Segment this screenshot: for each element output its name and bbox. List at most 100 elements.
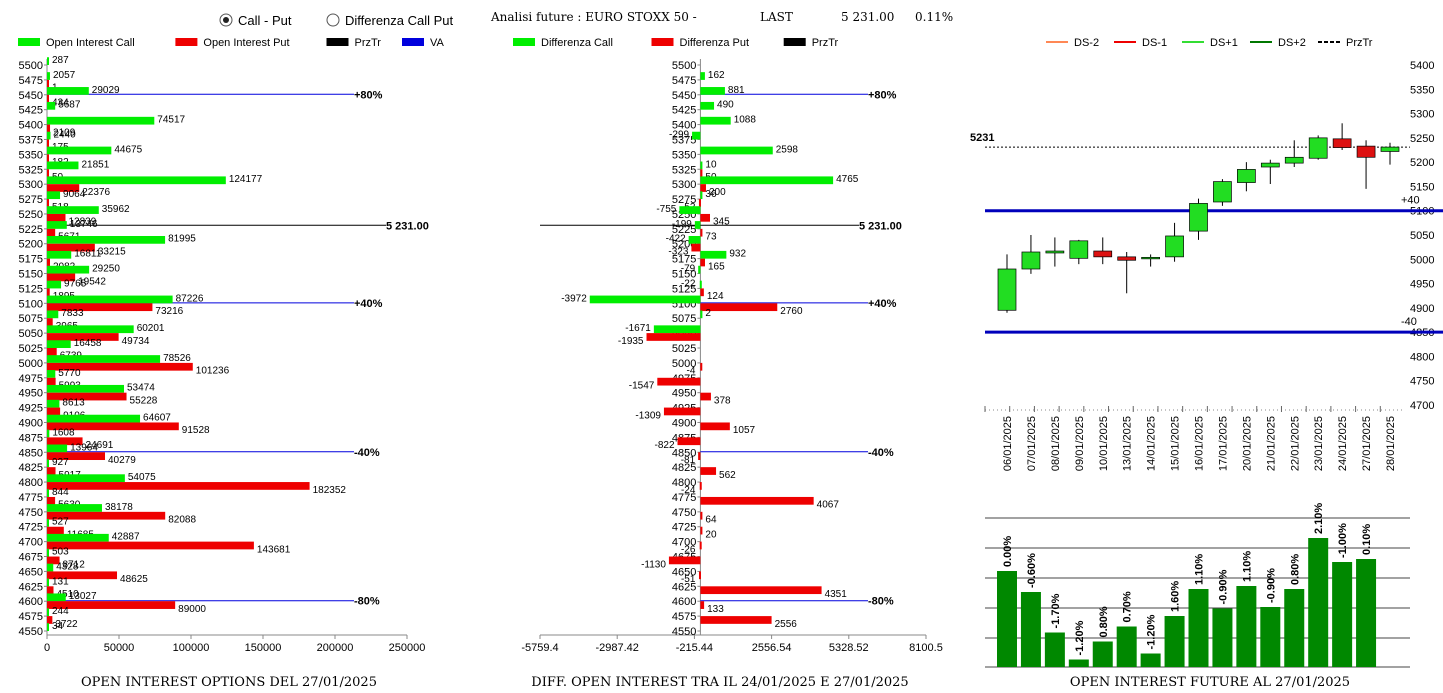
call-bar (47, 206, 99, 214)
call-value-label: 21851 (81, 159, 109, 170)
put-value-label: 133 (707, 604, 724, 615)
put-bar (668, 556, 701, 565)
put-bar (47, 392, 127, 401)
call-bar (47, 504, 102, 512)
strike-label: 5400 (19, 120, 43, 132)
x-tick-label: 5328.52 (829, 642, 869, 654)
call-value-label: 8613 (62, 398, 85, 409)
change-label: 0.80% (1289, 554, 1301, 585)
put-bar (677, 437, 701, 446)
put-bar (700, 467, 717, 475)
date-label: 14/01/2025 (1146, 416, 1158, 471)
date-label: 13/01/2025 (1122, 416, 1134, 471)
date-label: 16/01/2025 (1194, 416, 1206, 471)
x-tick-label: 2556.54 (752, 642, 792, 654)
change-bar (1332, 562, 1353, 667)
put-bar (47, 213, 66, 222)
call-value-label: -422 (666, 234, 686, 245)
strike-label: 5175 (672, 254, 696, 266)
strike-label: 4850 (672, 447, 696, 459)
candle-body (1260, 162, 1280, 168)
strike-label: 4700 (672, 537, 696, 549)
call-value-label: 29029 (92, 85, 120, 96)
y-tick-label: 5200 (1410, 157, 1434, 169)
candle-body (1069, 240, 1089, 259)
va-label: -80% (868, 596, 894, 608)
put-bar (47, 526, 64, 535)
legend-label: DS+2 (1278, 37, 1306, 49)
call-value-label: 36 (705, 189, 717, 200)
candle-body (1165, 235, 1184, 258)
call-bar (47, 116, 155, 125)
radio-diff[interactable] (326, 13, 340, 27)
price-label: 5 231.00 (386, 220, 429, 232)
put-bar (47, 169, 49, 178)
put-bar (700, 228, 703, 237)
put-bar (47, 124, 51, 133)
put-value-label: 8712 (63, 559, 86, 570)
change-label: 1.10% (1194, 554, 1206, 585)
change-bar (1020, 592, 1041, 667)
strike-label: 5475 (672, 75, 696, 87)
date-label: 28/01/2025 (1385, 416, 1397, 471)
put-bar (47, 541, 254, 550)
call-bar (700, 310, 703, 319)
candle-body (1189, 203, 1208, 232)
strike-label: 5300 (672, 179, 696, 191)
call-value-label: -22 (681, 278, 696, 289)
y-tick-label: 5000 (1410, 254, 1434, 266)
put-bar (47, 243, 95, 252)
call-bar (47, 57, 49, 65)
change-bar (1236, 586, 1257, 667)
legend-label: PrzTr (812, 37, 839, 49)
call-bar (47, 250, 72, 259)
strike-label: 5200 (19, 239, 43, 251)
call-value-label: 927 (52, 457, 69, 468)
put-value-label: 91528 (182, 425, 210, 436)
date-label: 10/01/2025 (1098, 416, 1110, 471)
put-bar (47, 288, 50, 297)
call-bar (47, 340, 71, 348)
put-value-label: 48625 (120, 574, 148, 585)
put-value-label: 2556 (775, 619, 798, 630)
change-bar (1188, 589, 1209, 667)
y-tick-label: 5400 (1410, 60, 1434, 72)
put-bar (47, 139, 49, 148)
date-label: 09/01/2025 (1074, 416, 1086, 471)
call-bar (700, 116, 731, 125)
call-value-label: 10 (705, 159, 717, 170)
strike-label: 4900 (19, 417, 43, 429)
strike-label: 5025 (19, 343, 43, 355)
strike-label: 5125 (672, 283, 696, 295)
call-bar (700, 250, 727, 259)
put-value-label: 434 (52, 98, 69, 109)
va-label: +40% (868, 298, 897, 310)
strike-label: 5475 (19, 75, 43, 87)
call-value-label: 81995 (168, 234, 196, 245)
put-value-label: 4510 (56, 589, 79, 600)
call-value-label: 9064 (63, 189, 86, 200)
put-bar (698, 452, 701, 461)
put-bar (47, 273, 76, 282)
put-value-label: -26 (681, 544, 696, 555)
put-value-label: 165 (708, 261, 725, 272)
call-value-label: 35962 (102, 204, 130, 215)
date-label: 07/01/2025 (1026, 416, 1038, 471)
strike-label: 5425 (672, 105, 696, 117)
call-bar (47, 384, 125, 393)
call-value-label: 2 (705, 308, 711, 319)
candle-body (1045, 250, 1065, 254)
call-value-label: -1671 (625, 323, 651, 334)
call-value-label: 124177 (229, 174, 263, 185)
y-tick-label: 4800 (1410, 351, 1434, 363)
strike-label: 4850 (19, 447, 43, 459)
candle-body (1332, 138, 1352, 148)
put-value-label: 73216 (155, 306, 183, 317)
put-value-label: 378 (714, 395, 731, 406)
strike-label: 5000 (19, 358, 43, 370)
call-value-label: 74517 (157, 115, 185, 126)
call-bar (47, 235, 166, 244)
call-bar (653, 325, 701, 334)
chart-1-title: OPEN INTEREST OPTIONS DEL 27/01/2025 (81, 675, 377, 690)
put-value-label: 22376 (82, 187, 110, 198)
